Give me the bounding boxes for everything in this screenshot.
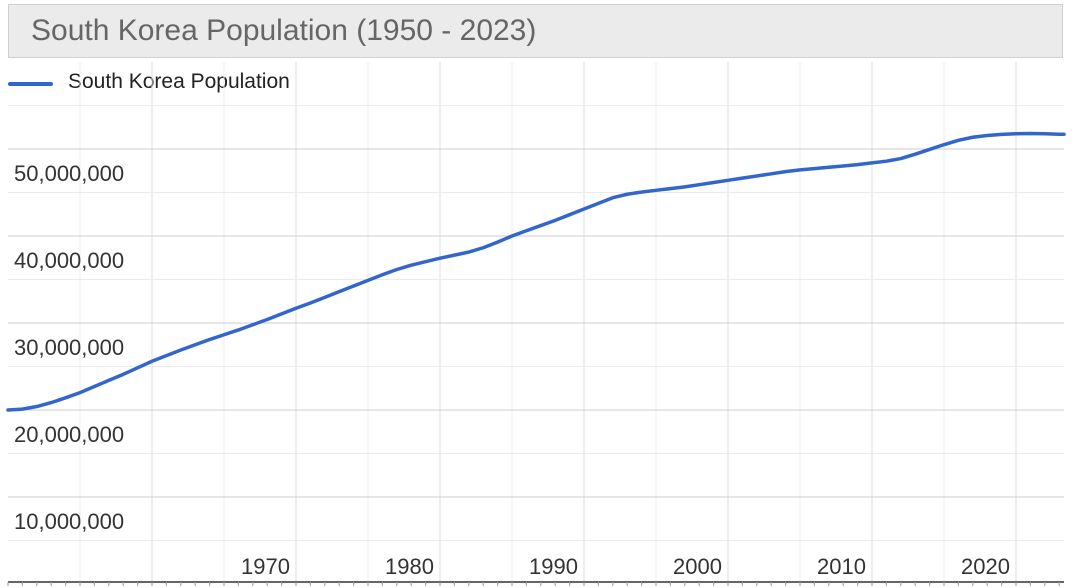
x-tick-label: 2000 — [673, 554, 722, 579]
x-tick-label: 1970 — [241, 554, 290, 579]
y-tick-label: 20,000,000 — [14, 422, 124, 447]
x-axis: 1970 1980 1990 2000 2010 2020 — [7, 554, 1064, 586]
x-tick-label: 2010 — [817, 554, 866, 579]
y-tick-label: 10,000,000 — [14, 509, 124, 534]
series — [6, 131, 1066, 412]
y-tick-label: 50,000,000 — [14, 161, 124, 186]
y-tick-label: 30,000,000 — [14, 335, 124, 360]
legend-swatch — [8, 82, 53, 86]
y-tick-label: 40,000,000 — [14, 248, 124, 273]
legend-label: South Korea Population — [68, 70, 290, 93]
series-line-south-korea-population — [6, 131, 1066, 412]
chart-title-bar: South Korea Population (1950 - 2023) — [8, 4, 1063, 58]
x-tick-label: 2020 — [961, 554, 1010, 579]
x-tick-label: 1990 — [529, 554, 578, 579]
x-tick-label: 1980 — [385, 554, 434, 579]
y-axis: 10,000,000 20,000,000 30,000,000 40,000,000… — [14, 161, 124, 534]
gridlines — [8, 62, 1064, 582]
chart-title: South Korea Population (1950 - 2023) — [31, 14, 537, 47]
